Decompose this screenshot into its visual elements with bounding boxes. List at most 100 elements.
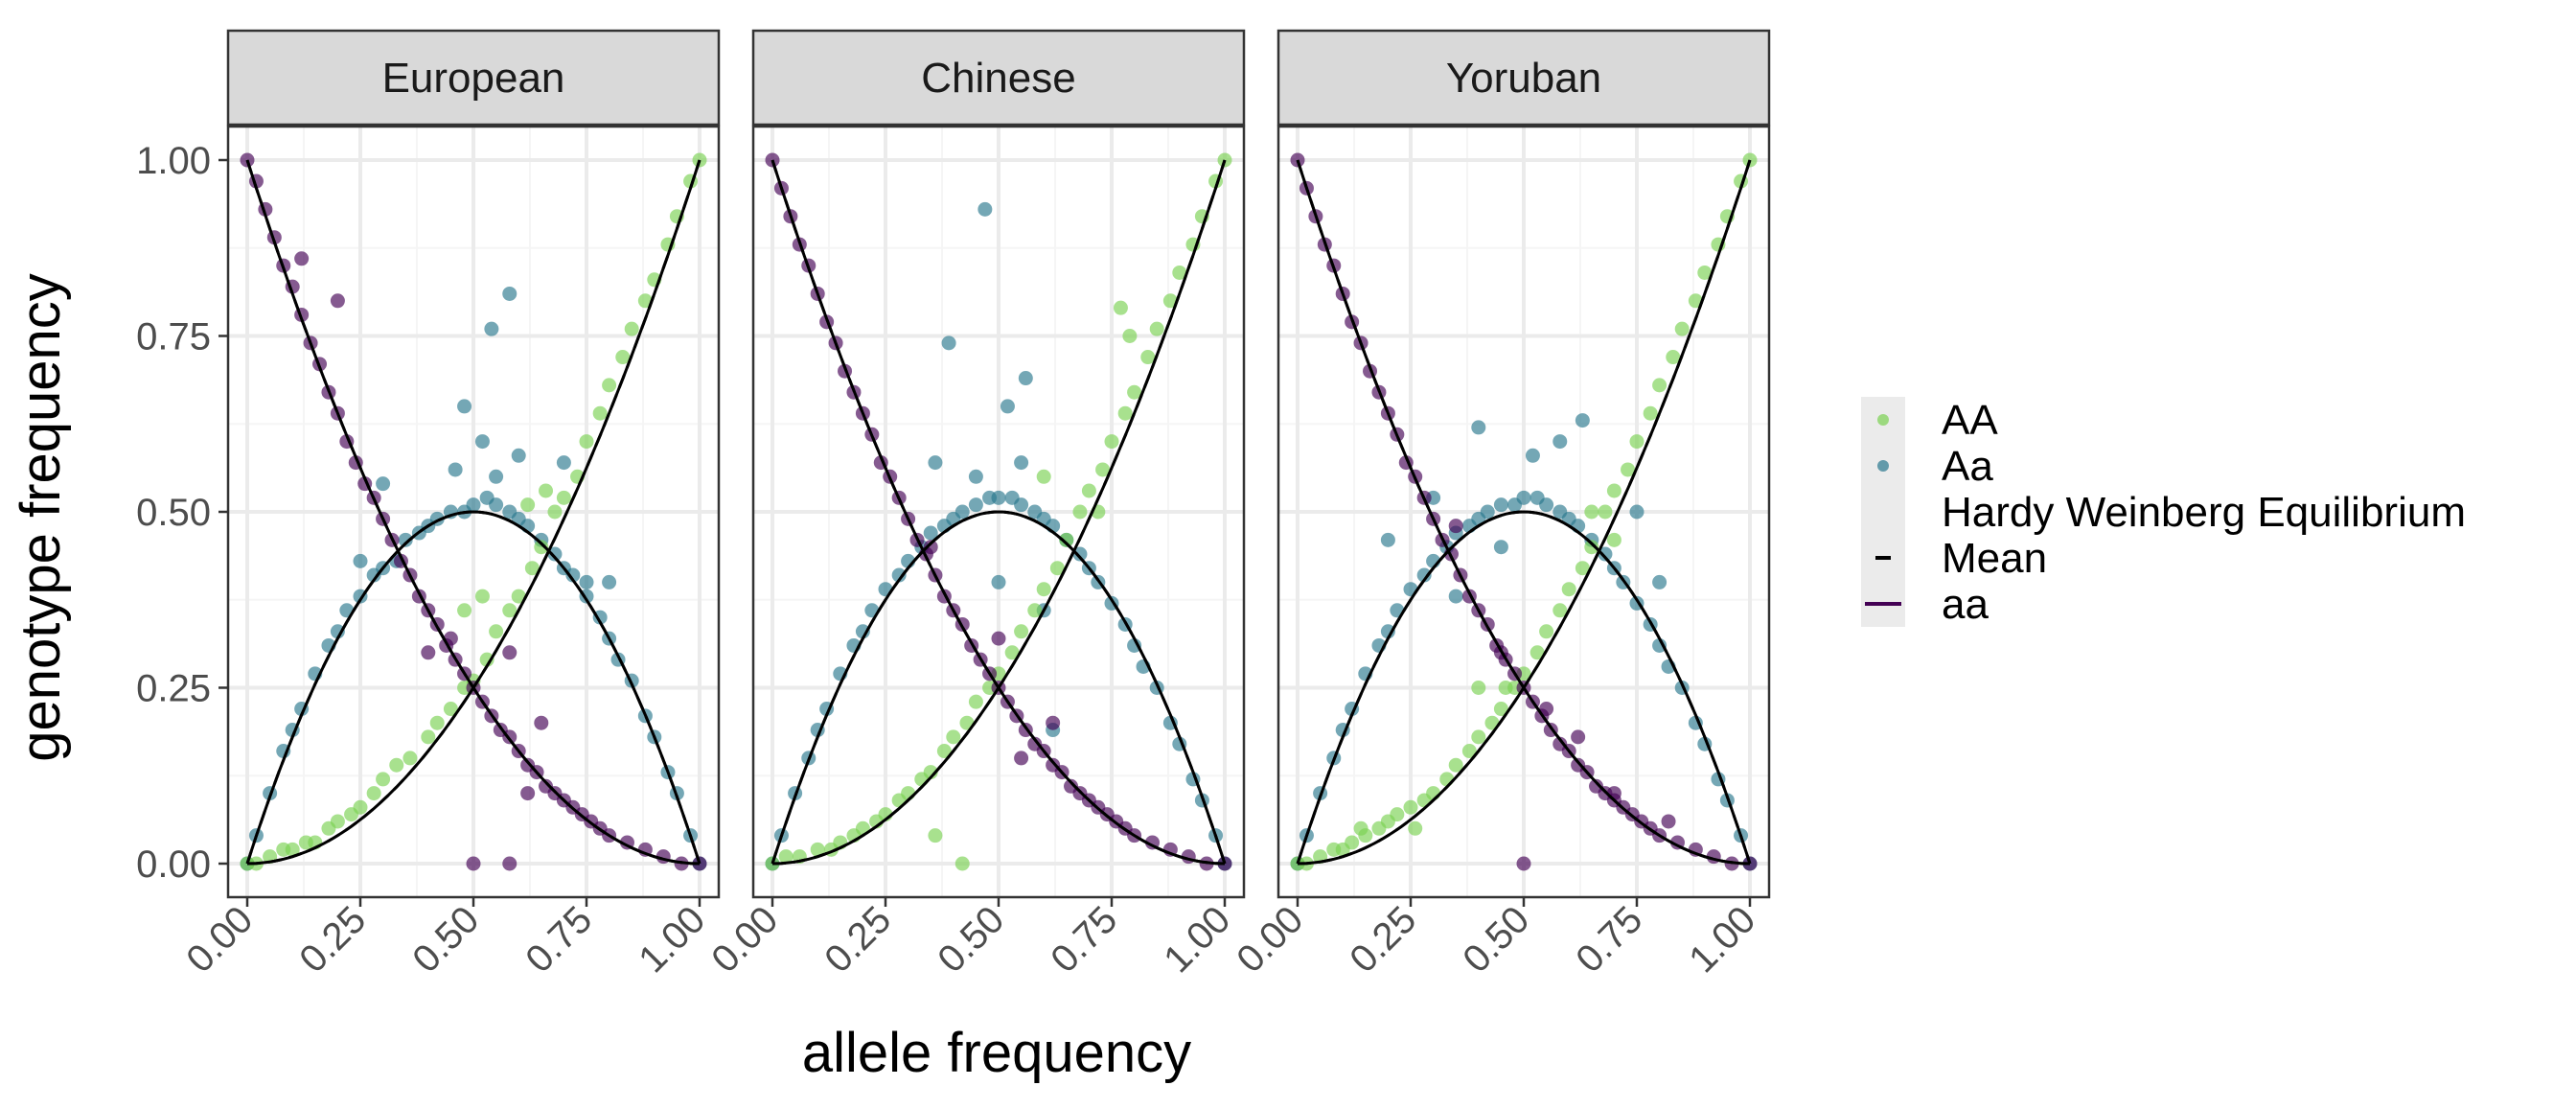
point-Aa xyxy=(547,546,563,562)
point-AA xyxy=(330,814,345,829)
point-Aa xyxy=(1493,497,1508,513)
point-aa xyxy=(1448,519,1463,534)
point-AA xyxy=(1674,321,1690,336)
legend-label: aa xyxy=(1942,581,1989,628)
x-tick-label: 0.50 xyxy=(404,898,487,981)
point-AA xyxy=(1461,744,1477,759)
mean-curve-aa xyxy=(245,159,701,866)
point-AA xyxy=(1688,293,1703,309)
point-AA xyxy=(579,434,594,450)
point-AA xyxy=(954,856,970,871)
x-tick-label: 0.50 xyxy=(1455,898,1537,981)
point-AA xyxy=(1004,645,1020,660)
point-AA xyxy=(637,293,653,309)
point-AA xyxy=(502,603,518,618)
point-Aa xyxy=(1018,371,1033,386)
point-AA xyxy=(1049,561,1065,576)
point-Aa xyxy=(448,462,463,477)
point-AA xyxy=(1471,729,1486,745)
point-Aa xyxy=(602,574,617,589)
mean-curve-aa xyxy=(770,159,1226,866)
point-AA xyxy=(1345,835,1360,850)
point-AA xyxy=(1127,384,1142,400)
point-Aa xyxy=(1552,434,1568,450)
legend-key-AA xyxy=(1877,414,1889,426)
point-Aa xyxy=(466,497,481,513)
point-AA xyxy=(1584,540,1599,555)
point-AA xyxy=(923,765,938,780)
legend-label: AA xyxy=(1942,397,1998,444)
point-AA xyxy=(1390,807,1405,822)
point-Aa xyxy=(1629,504,1644,520)
mean-curve-Aa xyxy=(770,510,1227,865)
point-aa xyxy=(502,645,518,660)
point-AA xyxy=(1652,378,1668,393)
curves xyxy=(245,159,702,866)
point-Aa xyxy=(991,490,1006,505)
point-Aa xyxy=(1072,546,1088,562)
point-AA xyxy=(366,786,381,801)
point-Aa xyxy=(556,455,571,471)
point-AA xyxy=(1162,293,1178,309)
point-AA xyxy=(556,490,571,505)
point-AA xyxy=(1666,350,1681,365)
point-Aa xyxy=(1598,546,1613,562)
point-Aa xyxy=(474,434,490,450)
point-Aa xyxy=(489,469,504,484)
point-Aa xyxy=(1014,455,1029,471)
x-tick-label: 0.75 xyxy=(518,898,600,981)
facet-strip-label: Chinese xyxy=(921,55,1075,102)
point-AA xyxy=(928,828,943,843)
point-aa xyxy=(991,631,1006,646)
point-AA xyxy=(457,603,472,618)
point-Aa xyxy=(954,504,970,520)
point-AA xyxy=(285,842,300,857)
point-Aa xyxy=(1539,497,1554,513)
point-aa xyxy=(1571,729,1586,745)
x-tick-label: 1.00 xyxy=(1681,898,1763,981)
point-AA xyxy=(376,772,391,787)
point-AA xyxy=(602,378,617,393)
point-Aa xyxy=(968,497,983,513)
point-Aa xyxy=(991,574,1006,589)
point-AA xyxy=(402,751,418,766)
point-aa xyxy=(421,645,436,660)
point-AA xyxy=(1104,434,1119,450)
facet-panel-european: European 0.00 0.25 0.50 0.75 1.00 0.00 0.25 0.50… xyxy=(136,29,721,981)
point-AA xyxy=(443,702,458,717)
x-tick-label: 0.00 xyxy=(703,898,786,981)
point-Aa xyxy=(565,567,581,583)
point-Aa xyxy=(1493,540,1508,555)
legend-label: Mean xyxy=(1942,535,2047,582)
point-AA xyxy=(539,483,554,498)
point-AA xyxy=(1629,434,1644,450)
curves xyxy=(1296,159,1752,866)
x-tick-label: 0.25 xyxy=(816,898,899,981)
point-aa xyxy=(294,251,310,266)
point-AA xyxy=(778,849,794,865)
facet-strip xyxy=(1276,29,1771,127)
x-tick-label: 0.25 xyxy=(1342,898,1424,981)
point-AA xyxy=(1621,462,1636,477)
y-tick-label: 0.50 xyxy=(136,492,211,534)
mean-curve-Aa xyxy=(245,510,702,865)
legend-key-bg xyxy=(1861,489,1905,535)
point-Aa xyxy=(968,469,983,484)
point-Aa xyxy=(1416,567,1432,583)
facet-panel-yoruban: Yoruban 0.00 0.25 0.50 0.75 1.00 xyxy=(1229,29,1771,981)
point-AA xyxy=(511,589,526,604)
point-AA xyxy=(1403,799,1418,815)
x-tick-label: 1.00 xyxy=(631,898,713,981)
point-AA xyxy=(1448,757,1463,773)
y-tick-label: 0.75 xyxy=(136,316,211,358)
point-aa xyxy=(1661,814,1676,829)
point-AA xyxy=(1072,504,1088,520)
point-aa xyxy=(1046,715,1061,730)
point-AA xyxy=(1493,702,1508,717)
y-tick-label: 0.00 xyxy=(136,843,211,886)
point-AA xyxy=(1059,532,1074,547)
point-AA xyxy=(479,652,494,667)
x-tick-label: 1.00 xyxy=(1156,898,1238,981)
